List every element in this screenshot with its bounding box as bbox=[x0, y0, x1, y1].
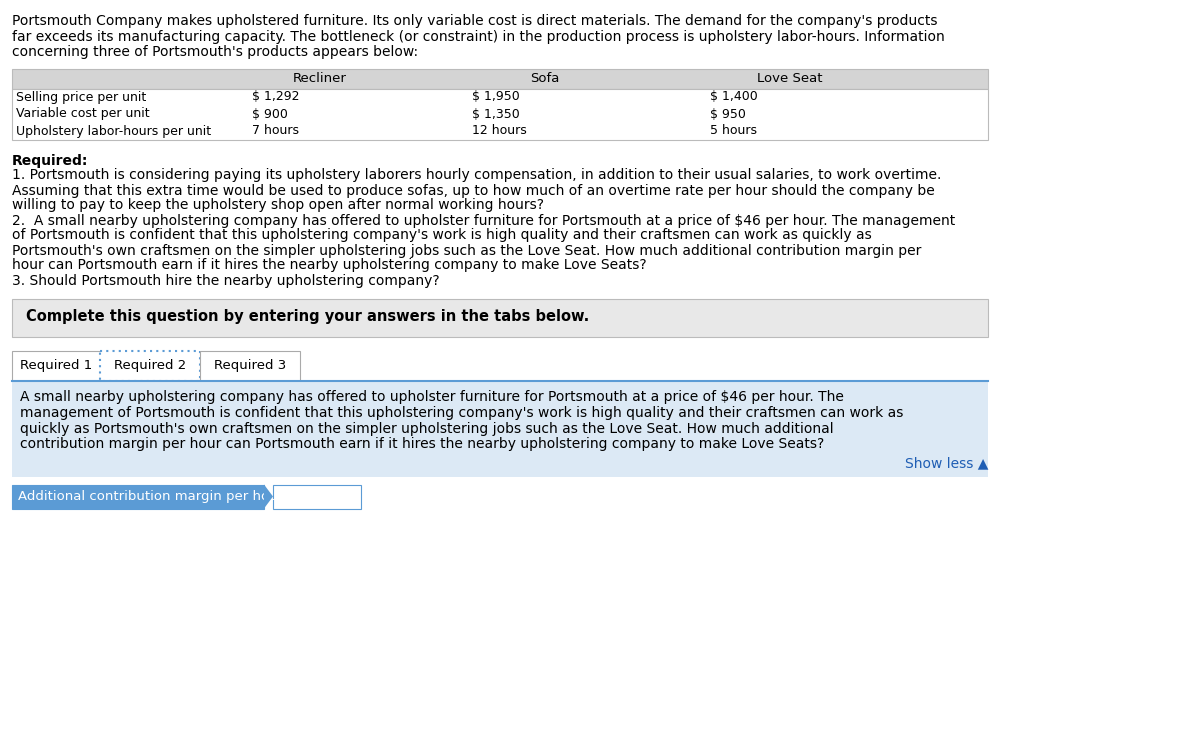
Text: Required 3: Required 3 bbox=[214, 359, 286, 372]
Text: Required 1: Required 1 bbox=[20, 359, 92, 372]
Text: Variable cost per unit: Variable cost per unit bbox=[16, 107, 150, 121]
Bar bbox=[12, 484, 264, 508]
Text: Portsmouth Company makes upholstered furniture. Its only variable cost is direct: Portsmouth Company makes upholstered fur… bbox=[12, 14, 937, 28]
Text: 5 hours: 5 hours bbox=[710, 124, 757, 138]
Bar bbox=[12, 89, 988, 139]
Text: Show less ▲: Show less ▲ bbox=[905, 457, 988, 470]
Text: Love Seat: Love Seat bbox=[757, 71, 823, 85]
Text: Upholstery labor-hours per unit: Upholstery labor-hours per unit bbox=[16, 124, 211, 138]
Text: Recliner: Recliner bbox=[293, 71, 347, 85]
Bar bbox=[12, 350, 100, 380]
Bar bbox=[12, 380, 988, 476]
Text: $ 1,292: $ 1,292 bbox=[252, 91, 300, 103]
Bar bbox=[200, 350, 300, 380]
Text: Sofa: Sofa bbox=[530, 71, 559, 85]
Text: Assuming that this extra time would be used to produce sofas, up to how much of : Assuming that this extra time would be u… bbox=[12, 184, 935, 197]
Text: concerning three of Portsmouth's products appears below:: concerning three of Portsmouth's product… bbox=[12, 45, 418, 59]
Text: A small nearby upholstering company has offered to upholster furniture for Ports: A small nearby upholstering company has … bbox=[20, 391, 844, 405]
Text: $ 1,350: $ 1,350 bbox=[472, 107, 520, 121]
Bar bbox=[12, 298, 988, 336]
Text: Portsmouth's own craftsmen on the simpler upholstering jobs such as the Love Sea: Portsmouth's own craftsmen on the simple… bbox=[12, 243, 922, 257]
Text: hour can Portsmouth earn if it hires the nearby upholstering company to make Lov: hour can Portsmouth earn if it hires the… bbox=[12, 258, 647, 272]
Text: $ 1,950: $ 1,950 bbox=[472, 91, 520, 103]
Text: 2.  A small nearby upholstering company has offered to upholster furniture for P: 2. A small nearby upholstering company h… bbox=[12, 214, 955, 228]
Text: management of Portsmouth is confident that this upholstering company's work is h: management of Portsmouth is confident th… bbox=[20, 406, 904, 420]
Text: of Portsmouth is confident that this upholstering company's work is high quality: of Portsmouth is confident that this uph… bbox=[12, 228, 871, 243]
Text: $ 900: $ 900 bbox=[252, 107, 288, 121]
Text: 12 hours: 12 hours bbox=[472, 124, 527, 138]
Text: Complete this question by entering your answers in the tabs below.: Complete this question by entering your … bbox=[26, 309, 589, 324]
Text: far exceeds its manufacturing capacity. The bottleneck (or constraint) in the pr: far exceeds its manufacturing capacity. … bbox=[12, 30, 944, 43]
Text: willing to pay to keep the upholstery shop open after normal working hours?: willing to pay to keep the upholstery sh… bbox=[12, 199, 544, 213]
Text: 3. Should Portsmouth hire the nearby upholstering company?: 3. Should Portsmouth hire the nearby uph… bbox=[12, 274, 439, 287]
Text: quickly as Portsmouth's own craftsmen on the simpler upholstering jobs such as t: quickly as Portsmouth's own craftsmen on… bbox=[20, 422, 834, 435]
Text: Additional contribution margin per hour: Additional contribution margin per hour bbox=[18, 490, 283, 503]
Bar bbox=[12, 68, 988, 89]
Bar bbox=[100, 350, 200, 380]
Text: Required:: Required: bbox=[12, 153, 89, 167]
Text: Required 2: Required 2 bbox=[114, 359, 186, 372]
Text: 7 hours: 7 hours bbox=[252, 124, 299, 138]
Bar bbox=[274, 484, 361, 508]
Text: contribution margin per hour can Portsmouth earn if it hires the nearby upholste: contribution margin per hour can Portsmo… bbox=[20, 437, 824, 451]
Text: $ 950: $ 950 bbox=[710, 107, 746, 121]
Text: Selling price per unit: Selling price per unit bbox=[16, 91, 146, 103]
Polygon shape bbox=[264, 484, 274, 508]
Text: 1. Portsmouth is considering paying its upholstery laborers hourly compensation,: 1. Portsmouth is considering paying its … bbox=[12, 168, 941, 182]
Text: $ 1,400: $ 1,400 bbox=[710, 91, 757, 103]
